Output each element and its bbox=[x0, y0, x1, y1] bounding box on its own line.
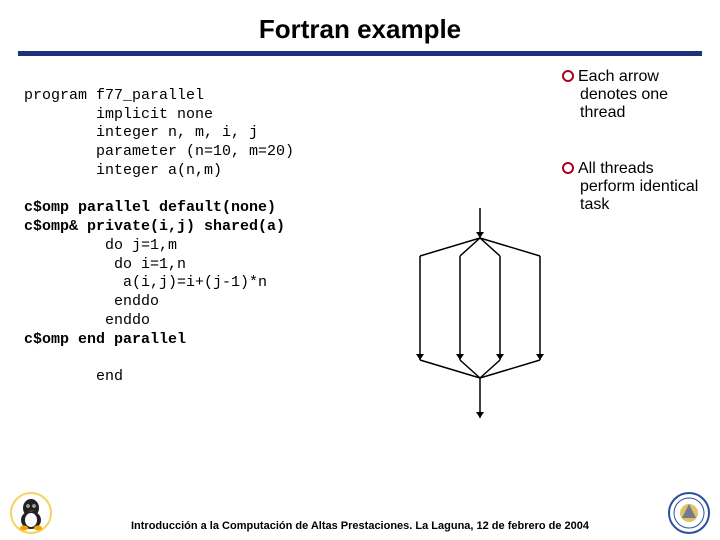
code-line-bold: c$omp parallel default(none) bbox=[24, 199, 276, 216]
code-line: enddo bbox=[24, 293, 159, 310]
notes-column: Each arrow denotes one thread All thread… bbox=[562, 68, 702, 252]
note-2-first: All threads bbox=[578, 160, 654, 177]
code-line: program f77_parallel bbox=[24, 87, 204, 104]
code-line: a(i,j)=i+(j-1)*n bbox=[24, 274, 267, 291]
note-2: All threads perform identical task bbox=[562, 160, 702, 214]
code-line: do j=1,m bbox=[24, 237, 177, 254]
note-1-rest: denotes one thread bbox=[580, 86, 702, 122]
code-line: integer a(n,m) bbox=[24, 162, 222, 179]
code-line: implicit none bbox=[24, 106, 213, 123]
slide-title: Fortran example bbox=[0, 0, 720, 51]
code-line: end bbox=[24, 368, 123, 385]
title-underline bbox=[18, 51, 702, 56]
code-line-bold: c$omp& private(i,j) shared(a) bbox=[24, 218, 285, 235]
note-1: Each arrow denotes one thread bbox=[562, 68, 702, 122]
footer-text: Introducción a la Computación de Altas P… bbox=[0, 520, 720, 532]
code-line: integer n, m, i, j bbox=[24, 124, 258, 141]
thread-diagram-svg bbox=[400, 198, 560, 428]
code-line: do i=1,n bbox=[24, 256, 186, 273]
thread-diagram bbox=[400, 198, 560, 428]
code-line: parameter (n=10, m=20) bbox=[24, 143, 294, 160]
code-line: enddo bbox=[24, 312, 150, 329]
bullet-icon bbox=[562, 70, 574, 82]
content-area: program f77_parallel implicit none integ… bbox=[0, 68, 720, 387]
code-line-bold: c$omp end parallel bbox=[24, 331, 186, 348]
bullet-icon bbox=[562, 162, 574, 174]
note-2-rest: perform identical task bbox=[580, 178, 702, 214]
note-1-first: Each arrow bbox=[578, 68, 659, 85]
